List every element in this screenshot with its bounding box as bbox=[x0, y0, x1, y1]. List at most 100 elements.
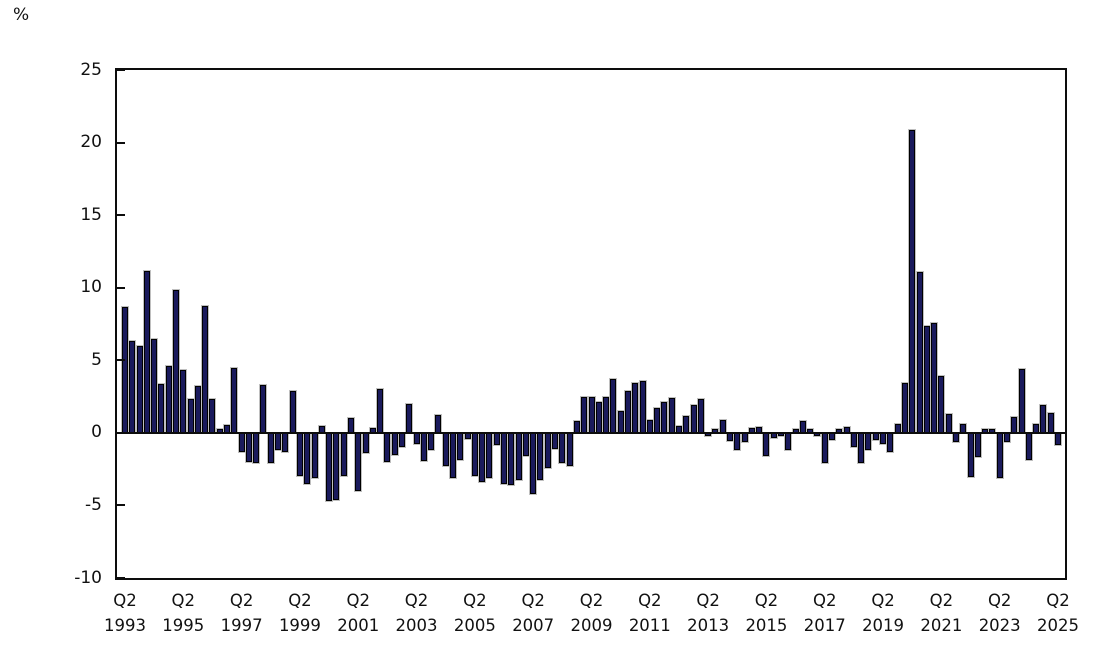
bar bbox=[646, 419, 653, 433]
x-tick-year: 2021 bbox=[920, 616, 963, 635]
x-tick-quarter: Q2 bbox=[1046, 591, 1070, 610]
x-tick-label: Q2 2025 bbox=[1026, 588, 1090, 638]
x-tick-label: Q2 2019 bbox=[851, 588, 915, 638]
bar bbox=[202, 305, 209, 433]
bar bbox=[391, 432, 398, 455]
bar bbox=[326, 432, 333, 502]
bar bbox=[267, 432, 274, 464]
x-tick-quarter: Q2 bbox=[463, 591, 487, 610]
x-tick-quarter: Q2 bbox=[404, 591, 429, 610]
bar bbox=[901, 382, 908, 433]
bar bbox=[690, 405, 697, 433]
bar bbox=[952, 432, 959, 443]
y-tick-label: 5 bbox=[91, 349, 102, 370]
bar bbox=[1003, 432, 1010, 442]
bar bbox=[923, 326, 930, 433]
y-axis-tick bbox=[117, 214, 125, 217]
bar bbox=[187, 399, 194, 433]
bar bbox=[603, 397, 610, 433]
bar bbox=[296, 432, 303, 477]
y-tick-label: -5 bbox=[85, 494, 102, 515]
bar bbox=[683, 416, 690, 433]
bar bbox=[282, 432, 289, 452]
bar bbox=[763, 432, 770, 457]
bar bbox=[194, 386, 201, 433]
x-tick-year: 1993 bbox=[104, 616, 146, 635]
bar bbox=[406, 403, 413, 433]
bar bbox=[639, 380, 646, 433]
bar bbox=[661, 402, 668, 433]
bar bbox=[289, 391, 296, 433]
x-tick-quarter: Q2 bbox=[579, 591, 604, 610]
bar bbox=[552, 432, 559, 449]
y-axis-tick bbox=[117, 577, 125, 579]
bar bbox=[129, 340, 136, 433]
y-tick-label: 20 bbox=[80, 132, 102, 153]
y-axis-tick bbox=[117, 431, 125, 434]
bar bbox=[624, 390, 631, 433]
bar bbox=[260, 384, 267, 433]
bar bbox=[340, 432, 347, 477]
y-axis-tick bbox=[117, 286, 125, 289]
bar bbox=[355, 432, 362, 491]
x-tick-label: Q2 2021 bbox=[909, 588, 973, 638]
bar bbox=[435, 415, 442, 433]
y-axis-tick bbox=[117, 504, 125, 507]
bar bbox=[398, 432, 405, 448]
y-axis-tick bbox=[117, 141, 125, 144]
x-tick-quarter: Q2 bbox=[754, 591, 779, 610]
bar bbox=[967, 432, 974, 478]
bar bbox=[785, 432, 792, 451]
x-tick-label: Q2 1993 bbox=[93, 588, 157, 638]
x-tick-label: Q2 2015 bbox=[734, 588, 798, 638]
x-tick-year: 2011 bbox=[628, 616, 671, 635]
bar bbox=[544, 432, 551, 468]
bar bbox=[588, 396, 595, 433]
x-tick-label: Q2 2011 bbox=[618, 588, 682, 638]
plot-area bbox=[115, 68, 1067, 580]
bar bbox=[581, 396, 588, 433]
bar bbox=[916, 271, 923, 433]
bar bbox=[384, 432, 391, 462]
bar bbox=[151, 339, 158, 433]
y-axis-tick bbox=[117, 359, 125, 362]
x-tick-label: Q2 2009 bbox=[560, 588, 624, 638]
x-tick-year: 2017 bbox=[803, 616, 846, 635]
x-tick-label: Q2 2017 bbox=[793, 588, 857, 638]
bar bbox=[617, 411, 624, 433]
bar bbox=[275, 432, 282, 451]
bar bbox=[1040, 405, 1047, 433]
x-tick-label: Q2 1999 bbox=[268, 588, 332, 638]
bar bbox=[668, 398, 675, 433]
bar bbox=[173, 289, 180, 433]
bar bbox=[245, 432, 252, 462]
x-tick-label: Q2 2001 bbox=[326, 588, 390, 638]
bar bbox=[428, 432, 435, 451]
bar bbox=[530, 432, 537, 494]
bar bbox=[559, 432, 566, 464]
bar bbox=[727, 432, 733, 441]
bar bbox=[858, 432, 865, 464]
bar bbox=[238, 432, 245, 452]
bar bbox=[880, 432, 887, 445]
bar bbox=[457, 432, 464, 460]
bar bbox=[442, 432, 449, 467]
zero-line bbox=[117, 431, 1065, 434]
bar bbox=[697, 399, 704, 433]
x-tick-year: 1999 bbox=[278, 616, 321, 635]
bar bbox=[158, 383, 165, 433]
x-tick-year: 2007 bbox=[512, 616, 555, 635]
bar bbox=[165, 366, 172, 433]
y-tick-label: 10 bbox=[80, 277, 102, 298]
x-tick-quarter: Q2 bbox=[346, 591, 371, 610]
y-tick-label: 25 bbox=[80, 59, 102, 80]
x-tick-year: 2013 bbox=[687, 616, 730, 635]
bar bbox=[610, 379, 617, 433]
bar bbox=[829, 432, 836, 441]
x-tick-quarter: Q2 bbox=[987, 591, 1012, 610]
bar bbox=[1025, 432, 1032, 460]
bar bbox=[493, 432, 500, 446]
bar bbox=[253, 432, 260, 464]
x-tick-quarter: Q2 bbox=[696, 591, 720, 610]
